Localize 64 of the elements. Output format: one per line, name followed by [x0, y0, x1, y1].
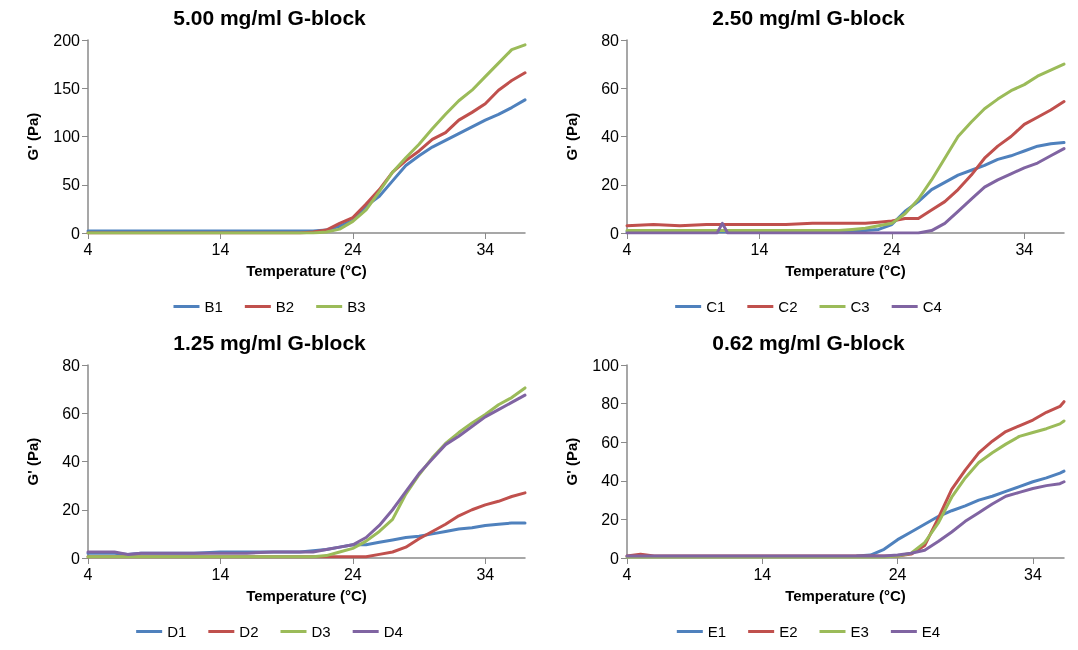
y-tick-label: 80: [601, 395, 620, 413]
legend-label: C4: [922, 298, 942, 315]
chart-title: 1.25 mg/ml G-block: [173, 331, 367, 354]
x-tick-label: 24: [343, 240, 362, 258]
x-tick-label: 4: [83, 565, 93, 583]
x-tick-label: 34: [476, 565, 495, 583]
y-tick-label: 100: [592, 356, 620, 374]
legend-label: D2: [239, 623, 259, 640]
x-axis-title: Temperature (°C): [246, 262, 367, 279]
y-tick-label: 80: [601, 31, 620, 49]
x-tick-label: 34: [1023, 565, 1042, 583]
legend-label: C3: [850, 298, 870, 315]
y-tick-label: 50: [62, 176, 81, 194]
x-axis-title: Temperature (°C): [246, 587, 367, 604]
x-tick-label: 4: [622, 565, 632, 583]
y-tick-label: 100: [53, 128, 81, 145]
chart-title: 0.62 mg/ml G-block: [712, 331, 906, 354]
y-tick-label: 20: [601, 510, 620, 528]
x-tick-label: 34: [476, 240, 495, 258]
legend-label: C1: [706, 298, 726, 315]
y-tick-label: 20: [601, 176, 620, 194]
legend-label: B1: [204, 298, 223, 315]
y-axis-title: G' (Pa): [563, 112, 580, 161]
y-axis-title: G' (Pa): [24, 437, 41, 486]
x-tick-label: 34: [1015, 240, 1034, 258]
y-tick-label: 20: [62, 501, 81, 519]
x-tick-label: 4: [622, 240, 632, 258]
y-tick-label: 150: [53, 79, 81, 97]
y-tick-label: 80: [62, 356, 81, 374]
legend-label: E4: [921, 623, 941, 640]
x-tick-label: 24: [888, 565, 907, 583]
chart-title: 5.00 mg/ml G-block: [173, 6, 367, 29]
y-tick-label: 60: [601, 433, 620, 451]
y-tick-label: 0: [610, 549, 620, 567]
y-tick-label: 0: [610, 224, 620, 242]
y-axis-title: G' (Pa): [24, 112, 41, 161]
y-tick-label: 200: [53, 31, 81, 49]
x-tick-label: 14: [750, 240, 769, 258]
x-tick-label: 14: [753, 565, 772, 583]
x-tick-label: 14: [211, 565, 230, 583]
legend-label: D3: [311, 623, 331, 640]
legend-label: B2: [275, 298, 295, 315]
legend-label: D4: [383, 623, 403, 640]
legend-label: E1: [707, 623, 727, 640]
x-tick-label: 24: [882, 240, 901, 258]
y-tick-label: 60: [601, 79, 620, 97]
y-tick-label: 0: [71, 549, 81, 567]
x-axis-title: Temperature (°C): [785, 587, 906, 604]
y-tick-label: 40: [62, 453, 81, 470]
y-tick-label: 0: [71, 224, 81, 242]
legend-label: C2: [778, 298, 798, 315]
legend-label: B3: [347, 298, 366, 315]
y-tick-label: 40: [601, 128, 620, 145]
chart-title: 2.50 mg/ml G-block: [712, 6, 906, 29]
legend-label: E3: [850, 623, 869, 640]
x-tick-label: 4: [83, 240, 93, 258]
y-tick-label: 40: [601, 472, 620, 490]
y-tick-label: 60: [62, 404, 81, 422]
y-axis-title: G' (Pa): [563, 437, 580, 486]
x-tick-label: 24: [343, 565, 362, 583]
legend-label: D1: [167, 623, 187, 640]
x-tick-label: 14: [211, 240, 230, 258]
x-axis-title: Temperature (°C): [785, 262, 906, 279]
legend-label: E2: [779, 623, 798, 640]
